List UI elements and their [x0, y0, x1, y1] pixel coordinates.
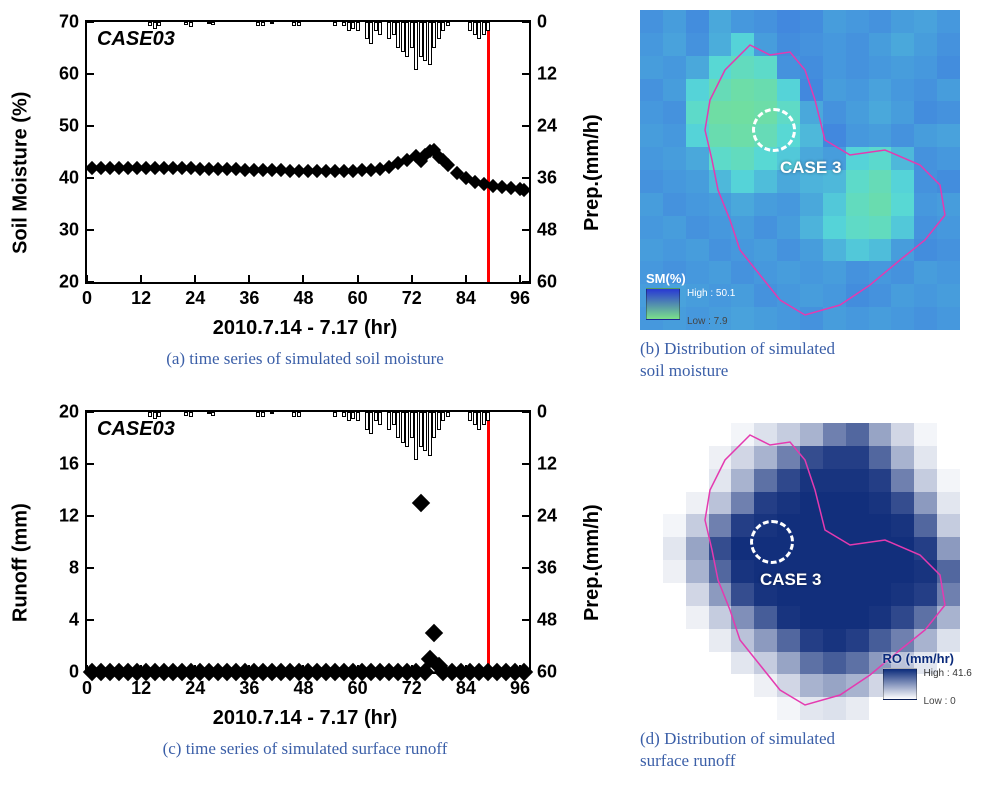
- caption-a: (a) time series of simulated soil moistu…: [166, 348, 444, 370]
- panel-c: Runoff (mm) Prep.(mm/h) 2010.7.14 - 7.17…: [10, 400, 600, 772]
- panel-d: CASE 3RO (mm/hr)High : 41.6Low : 0 (d) D…: [630, 400, 970, 772]
- panel-a: Soil Moisture (%) Prep.(mm/h) 2010.7.14 …: [10, 10, 600, 382]
- plot-area-a: CASE03 203040506070012243648600122436486…: [85, 20, 531, 284]
- case-label-c: CASE03: [97, 418, 175, 441]
- heatmap-b: CASE 3SM(%)High : 50.1Low : 7.9: [640, 10, 960, 330]
- caption-d: (d) Distribution of simulated surface ru…: [630, 728, 835, 772]
- caption-c: (c) time series of simulated surface run…: [163, 738, 448, 760]
- case-label-a: CASE03: [97, 28, 175, 51]
- panel-b: CASE 3SM(%)High : 50.1Low : 7.9 (b) Dist…: [630, 10, 970, 382]
- chart-a: Soil Moisture (%) Prep.(mm/h) 2010.7.14 …: [25, 10, 585, 340]
- x-label-a: 2010.7.14 - 7.17 (hr): [213, 317, 398, 340]
- heatmap-d: CASE 3RO (mm/hr)High : 41.6Low : 0: [640, 400, 960, 720]
- plot-area-c: CASE03 048121620012243648600122436486072…: [85, 410, 531, 674]
- chart-c: Runoff (mm) Prep.(mm/h) 2010.7.14 - 7.17…: [25, 400, 585, 730]
- figure-grid: Soil Moisture (%) Prep.(mm/h) 2010.7.14 …: [10, 10, 971, 772]
- x-label-c: 2010.7.14 - 7.17 (hr): [213, 707, 398, 730]
- caption-b: (b) Distribution of simulated soil moist…: [630, 338, 835, 382]
